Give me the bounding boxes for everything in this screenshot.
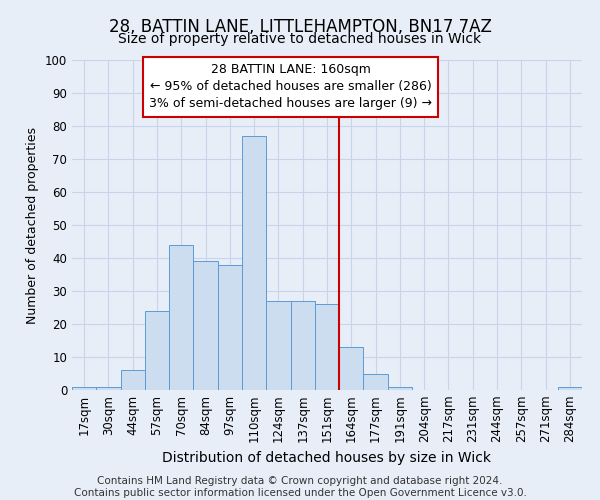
Y-axis label: Number of detached properties: Number of detached properties [26,126,40,324]
Bar [388,386,412,390]
Bar [364,374,388,390]
Bar [290,301,315,390]
Text: 28, BATTIN LANE, LITTLEHAMPTON, BN17 7AZ: 28, BATTIN LANE, LITTLEHAMPTON, BN17 7AZ [109,18,491,36]
Text: Contains HM Land Registry data © Crown copyright and database right 2024.
Contai: Contains HM Land Registry data © Crown c… [74,476,526,498]
Bar [218,264,242,390]
Bar [96,386,121,390]
Bar [169,245,193,390]
Bar [242,136,266,390]
Bar [339,347,364,390]
Bar [266,301,290,390]
Bar [558,386,582,390]
Text: Size of property relative to detached houses in Wick: Size of property relative to detached ho… [118,32,482,46]
X-axis label: Distribution of detached houses by size in Wick: Distribution of detached houses by size … [163,451,491,465]
Bar [145,311,169,390]
Bar [193,262,218,390]
Bar [315,304,339,390]
Bar [72,386,96,390]
Text: 28 BATTIN LANE: 160sqm
← 95% of detached houses are smaller (286)
3% of semi-det: 28 BATTIN LANE: 160sqm ← 95% of detached… [149,64,432,110]
Bar [121,370,145,390]
